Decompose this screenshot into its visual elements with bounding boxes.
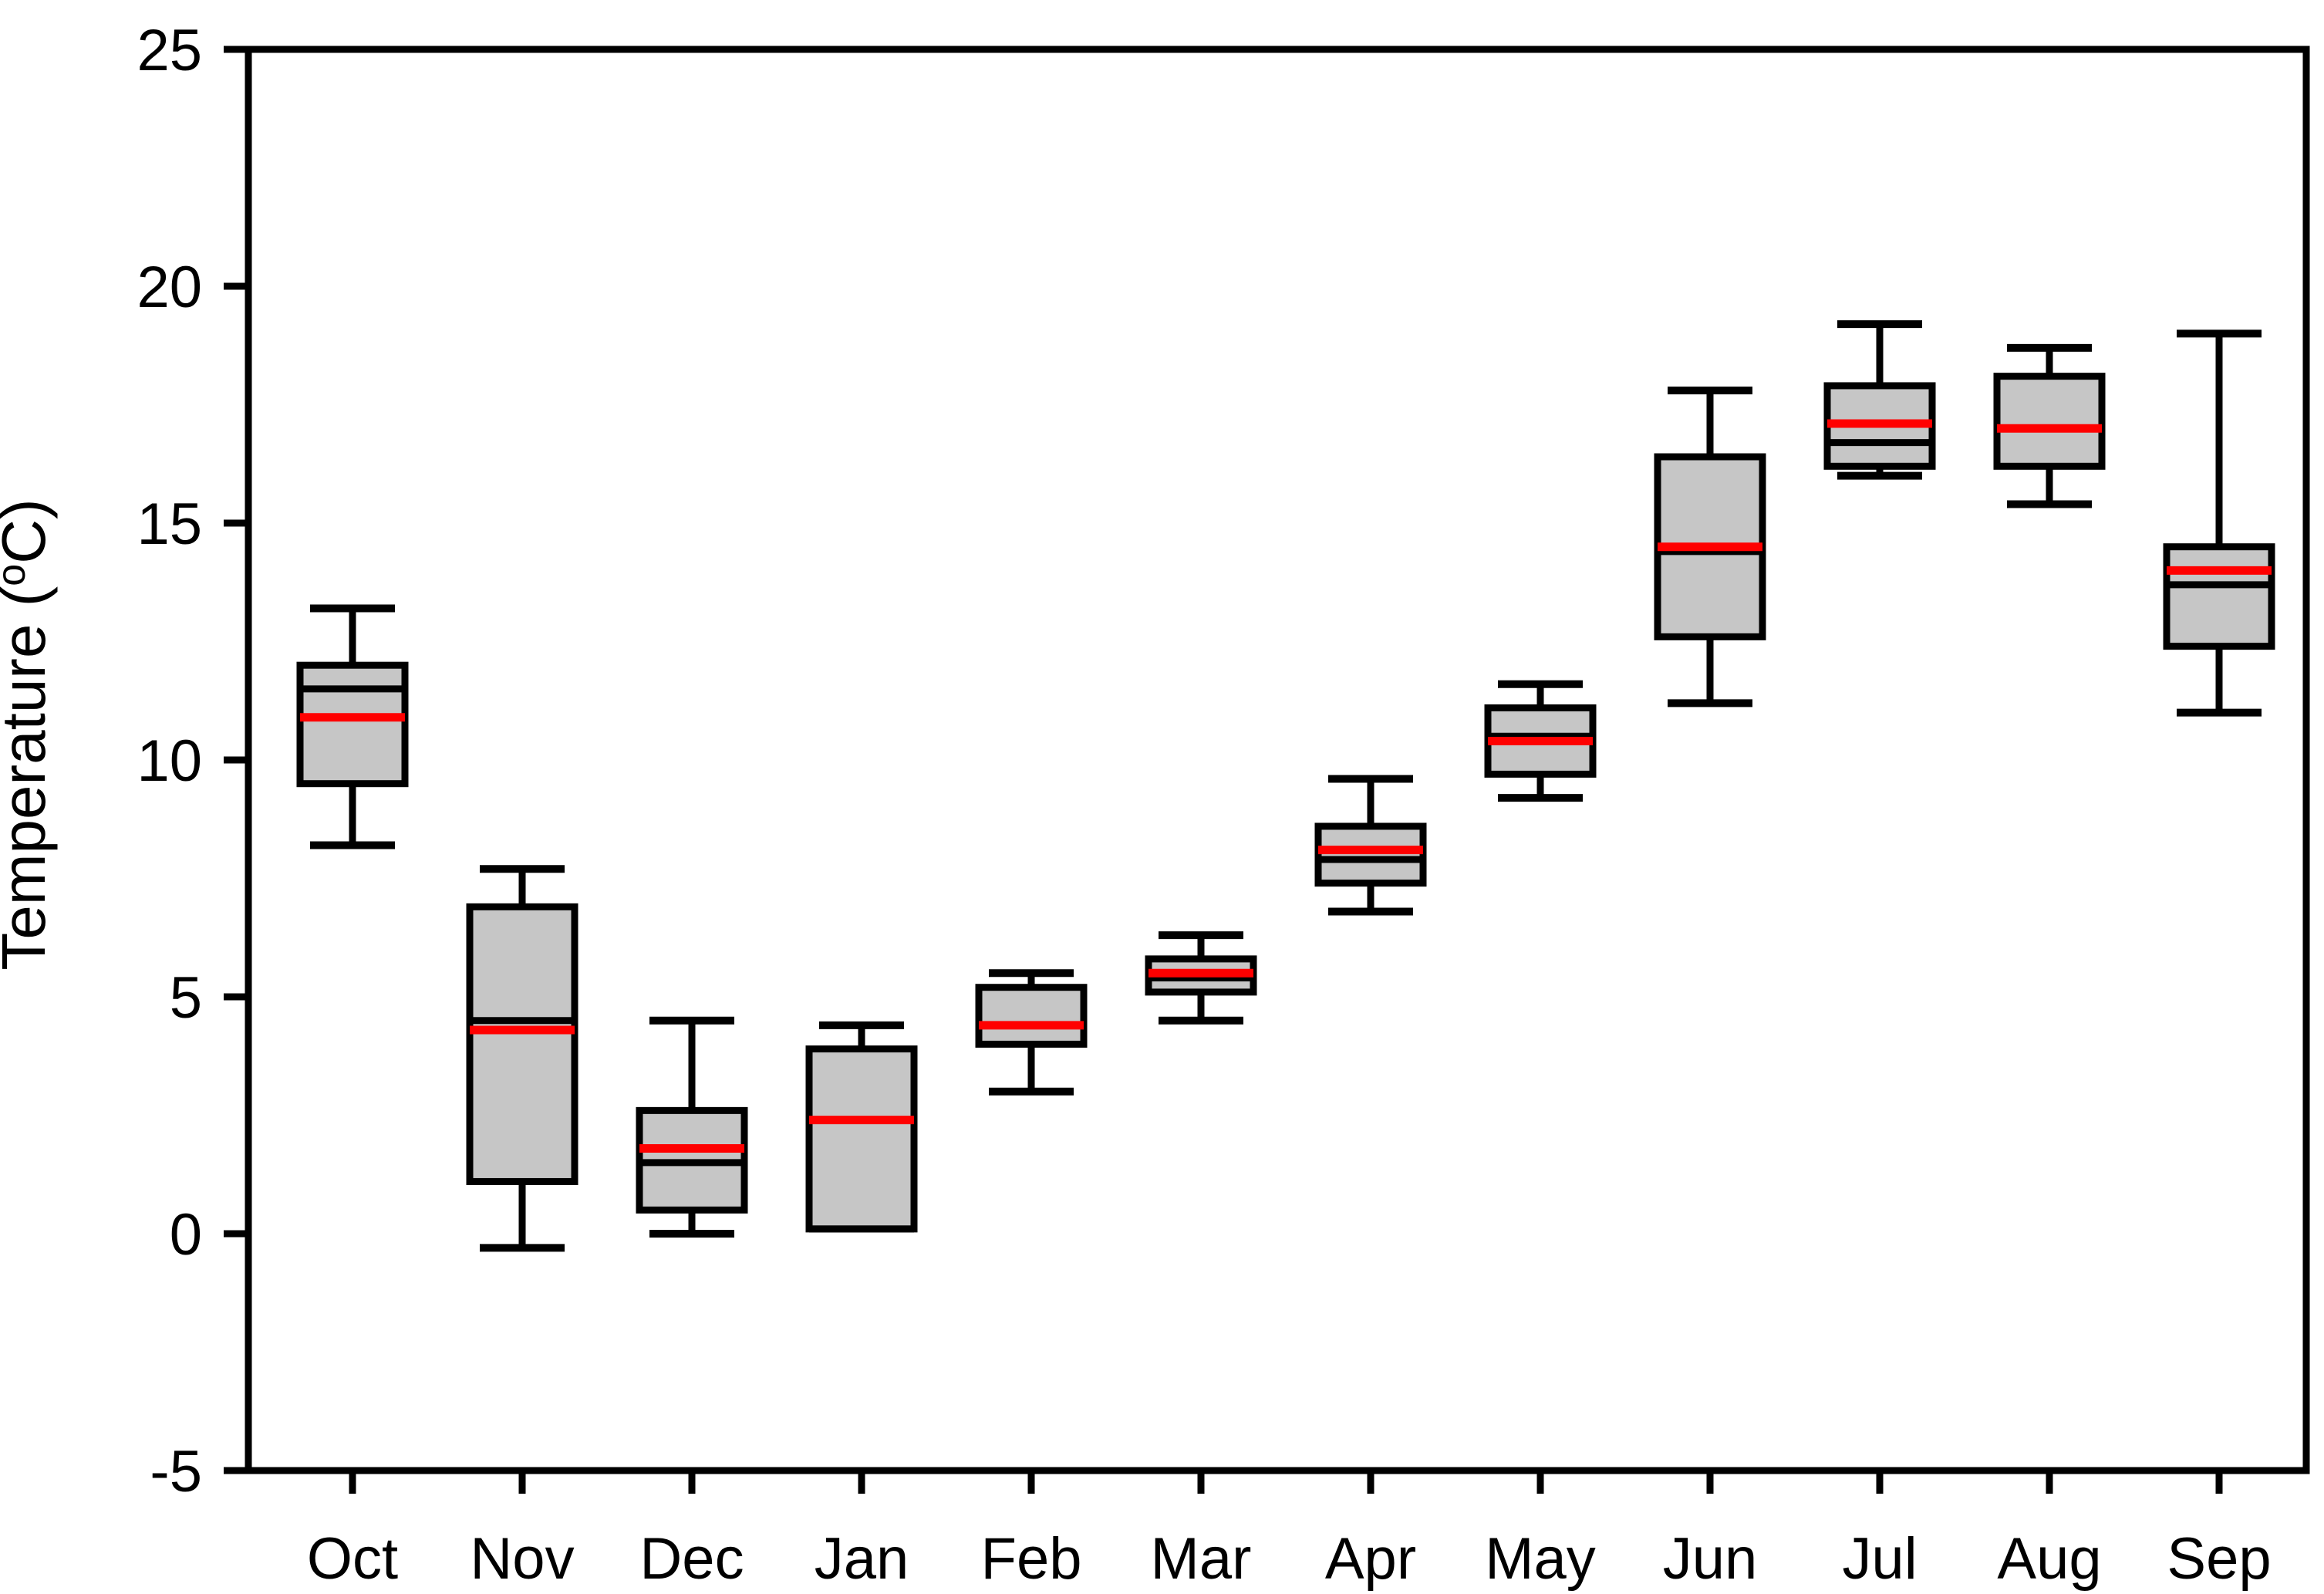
iqr-box [975, 984, 1088, 1048]
x-tick-label: Aug [1997, 1526, 2101, 1592]
x-tick-label: Dec [639, 1526, 744, 1592]
iqr-box [1314, 822, 1427, 887]
y-tick-label: 15 [137, 491, 202, 557]
x-tick-label: May [1485, 1526, 1596, 1592]
y-tick-label: 20 [137, 255, 202, 320]
y-tick-label: 5 [170, 965, 202, 1031]
x-tick-label: Mar [1151, 1526, 1252, 1592]
plot-frame [245, 46, 2310, 1474]
y-axis-title: Temperature (oC) [0, 498, 58, 970]
iqr-box [296, 661, 409, 788]
x-tick-label: Nov [470, 1526, 574, 1592]
y-tick-label: 25 [137, 18, 202, 83]
x-tick-label: Jul [1842, 1526, 1917, 1592]
iqr-box [2163, 543, 2275, 650]
iqr-box [1993, 373, 2106, 470]
x-tick-label: Oct [307, 1526, 398, 1592]
x-tick-label: Sep [2167, 1526, 2271, 1592]
x-tick-label: Jan [815, 1526, 909, 1592]
x-tick-label: Feb [981, 1526, 1082, 1592]
iqr-box [466, 903, 578, 1185]
iqr-box [805, 1045, 918, 1233]
y-tick-label: -5 [150, 1439, 202, 1505]
y-tick-label: 0 [170, 1202, 202, 1268]
x-tick-label: Jun [1663, 1526, 1758, 1592]
x-tick-label: Apr [1325, 1526, 1416, 1592]
y-tick-label: 10 [137, 728, 202, 794]
